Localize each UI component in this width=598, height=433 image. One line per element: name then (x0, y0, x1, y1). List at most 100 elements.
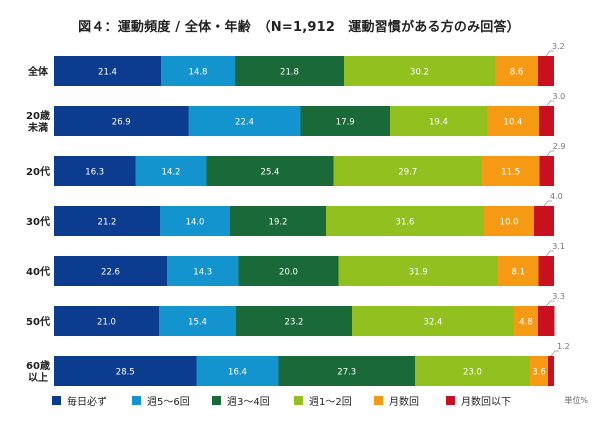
legend-item: 月数回 (374, 393, 419, 408)
bar-segment (548, 356, 554, 386)
bar-segment (236, 306, 352, 336)
bar-segment (54, 206, 160, 236)
legend-swatch (132, 396, 141, 405)
category-label: 60歳以上 (26, 359, 50, 384)
bar-segment (326, 206, 484, 236)
data-label: 2.9 (553, 142, 566, 151)
data-label: 23.2 (285, 318, 304, 328)
bar-segment (54, 356, 197, 386)
bar-segment (538, 306, 555, 336)
bar-segment (487, 106, 539, 136)
bar-segment (514, 306, 538, 336)
bar-segment (196, 356, 279, 386)
bar-segment (230, 206, 326, 236)
data-label: 22.4 (235, 118, 254, 128)
data-label: 21.2 (98, 218, 117, 228)
data-label: 14.2 (162, 168, 181, 178)
legend-item: 月数回以下 (446, 393, 511, 408)
chart-legend: 毎日必ず 週5～6回 週3～4回 週1～2回 月数回 月数回以下 (52, 393, 592, 409)
bar-segment (300, 106, 390, 136)
bar-segment (539, 106, 554, 136)
bar-segment (54, 156, 136, 186)
bar-segment (135, 156, 207, 186)
data-label: 23.0 (463, 368, 482, 378)
legend-swatch (52, 396, 61, 405)
callout-line (550, 350, 559, 357)
bar-segment (495, 56, 538, 86)
bar-segment (206, 156, 334, 186)
data-label: 16.3 (85, 168, 104, 178)
legend-swatch (446, 396, 455, 405)
data-label: 17.9 (336, 118, 355, 128)
data-label: 19.2 (269, 218, 288, 228)
data-label: 30.2 (410, 68, 429, 78)
bar-segment (161, 56, 235, 86)
data-label: 4.0 (550, 192, 563, 201)
bar-segment (54, 56, 161, 86)
bar-segment (530, 356, 548, 386)
data-label: 29.7 (398, 168, 417, 178)
data-label: 14.3 (193, 268, 212, 278)
legend-label: 月数回 (389, 397, 419, 408)
category-label: 30代 (26, 215, 50, 228)
bar-segment (484, 206, 534, 236)
callout-line (545, 250, 555, 257)
bar-segment (238, 256, 339, 286)
bar-segment (534, 206, 554, 236)
bar-segment (160, 206, 230, 236)
bar-segment (167, 256, 239, 286)
callout-line (546, 100, 555, 107)
category-label: 20歳未満 (26, 109, 50, 134)
data-label: 10.4 (504, 118, 523, 128)
legend-label: 毎日必ず (67, 397, 107, 408)
data-label: 21.4 (98, 68, 117, 78)
data-label: 3.2 (552, 42, 565, 51)
callout-line (545, 50, 554, 57)
legend-label: 月数回以下 (461, 397, 511, 408)
bar-segment (538, 56, 554, 86)
category-label: 40代 (26, 265, 50, 278)
data-label: 15.4 (188, 318, 207, 328)
unit-label: 単位% (564, 396, 588, 405)
data-label: 28.5 (116, 368, 135, 378)
bar-segment (352, 306, 514, 336)
data-label: 1.2 (557, 342, 570, 351)
data-label: 8.6 (510, 68, 524, 78)
bar-segment (415, 356, 530, 386)
bar-segment (333, 156, 482, 186)
data-label: 3.1 (552, 242, 565, 251)
data-label: 3.6 (532, 368, 546, 378)
data-label: 11.5 (501, 168, 520, 178)
category-label: 全体 (27, 65, 49, 78)
legend-item: 週5～6回 (132, 393, 190, 408)
data-label: 4.8 (519, 318, 533, 328)
chart-title: 図４：運動頻度 / 全体・年齢 （N=1,912 運動習慣がある方のみ回答） (78, 20, 520, 35)
data-label: 14.8 (189, 68, 208, 78)
data-label: 16.4 (228, 368, 247, 378)
callout-line (545, 300, 555, 307)
legend-label: 週5～6回 (147, 397, 190, 408)
bar-segment (538, 256, 554, 286)
data-label: 19.4 (429, 118, 448, 128)
bar-segment (338, 256, 498, 286)
bar-segment (54, 106, 189, 136)
legend-item: 毎日必ず (52, 393, 107, 408)
category-label: 20代 (26, 165, 50, 178)
legend-swatch (374, 396, 383, 405)
legend-label: 週3～4回 (227, 397, 270, 408)
data-label: 21.8 (280, 68, 299, 78)
category-label: 50代 (26, 315, 50, 328)
bar-segment (482, 156, 540, 186)
data-label: 8.1 (511, 268, 525, 278)
bar-segment (54, 256, 167, 286)
callout-line (546, 150, 555, 157)
data-label: 20.0 (279, 268, 298, 278)
data-label: 27.3 (337, 368, 356, 378)
data-label: 31.9 (409, 268, 428, 278)
data-label: 26.9 (112, 118, 131, 128)
legend-swatch (212, 396, 221, 405)
bar-segment (539, 156, 554, 186)
data-label: 21.0 (97, 318, 116, 328)
legend-item: 週1～2回 (294, 393, 352, 408)
data-label: 25.4 (261, 168, 280, 178)
